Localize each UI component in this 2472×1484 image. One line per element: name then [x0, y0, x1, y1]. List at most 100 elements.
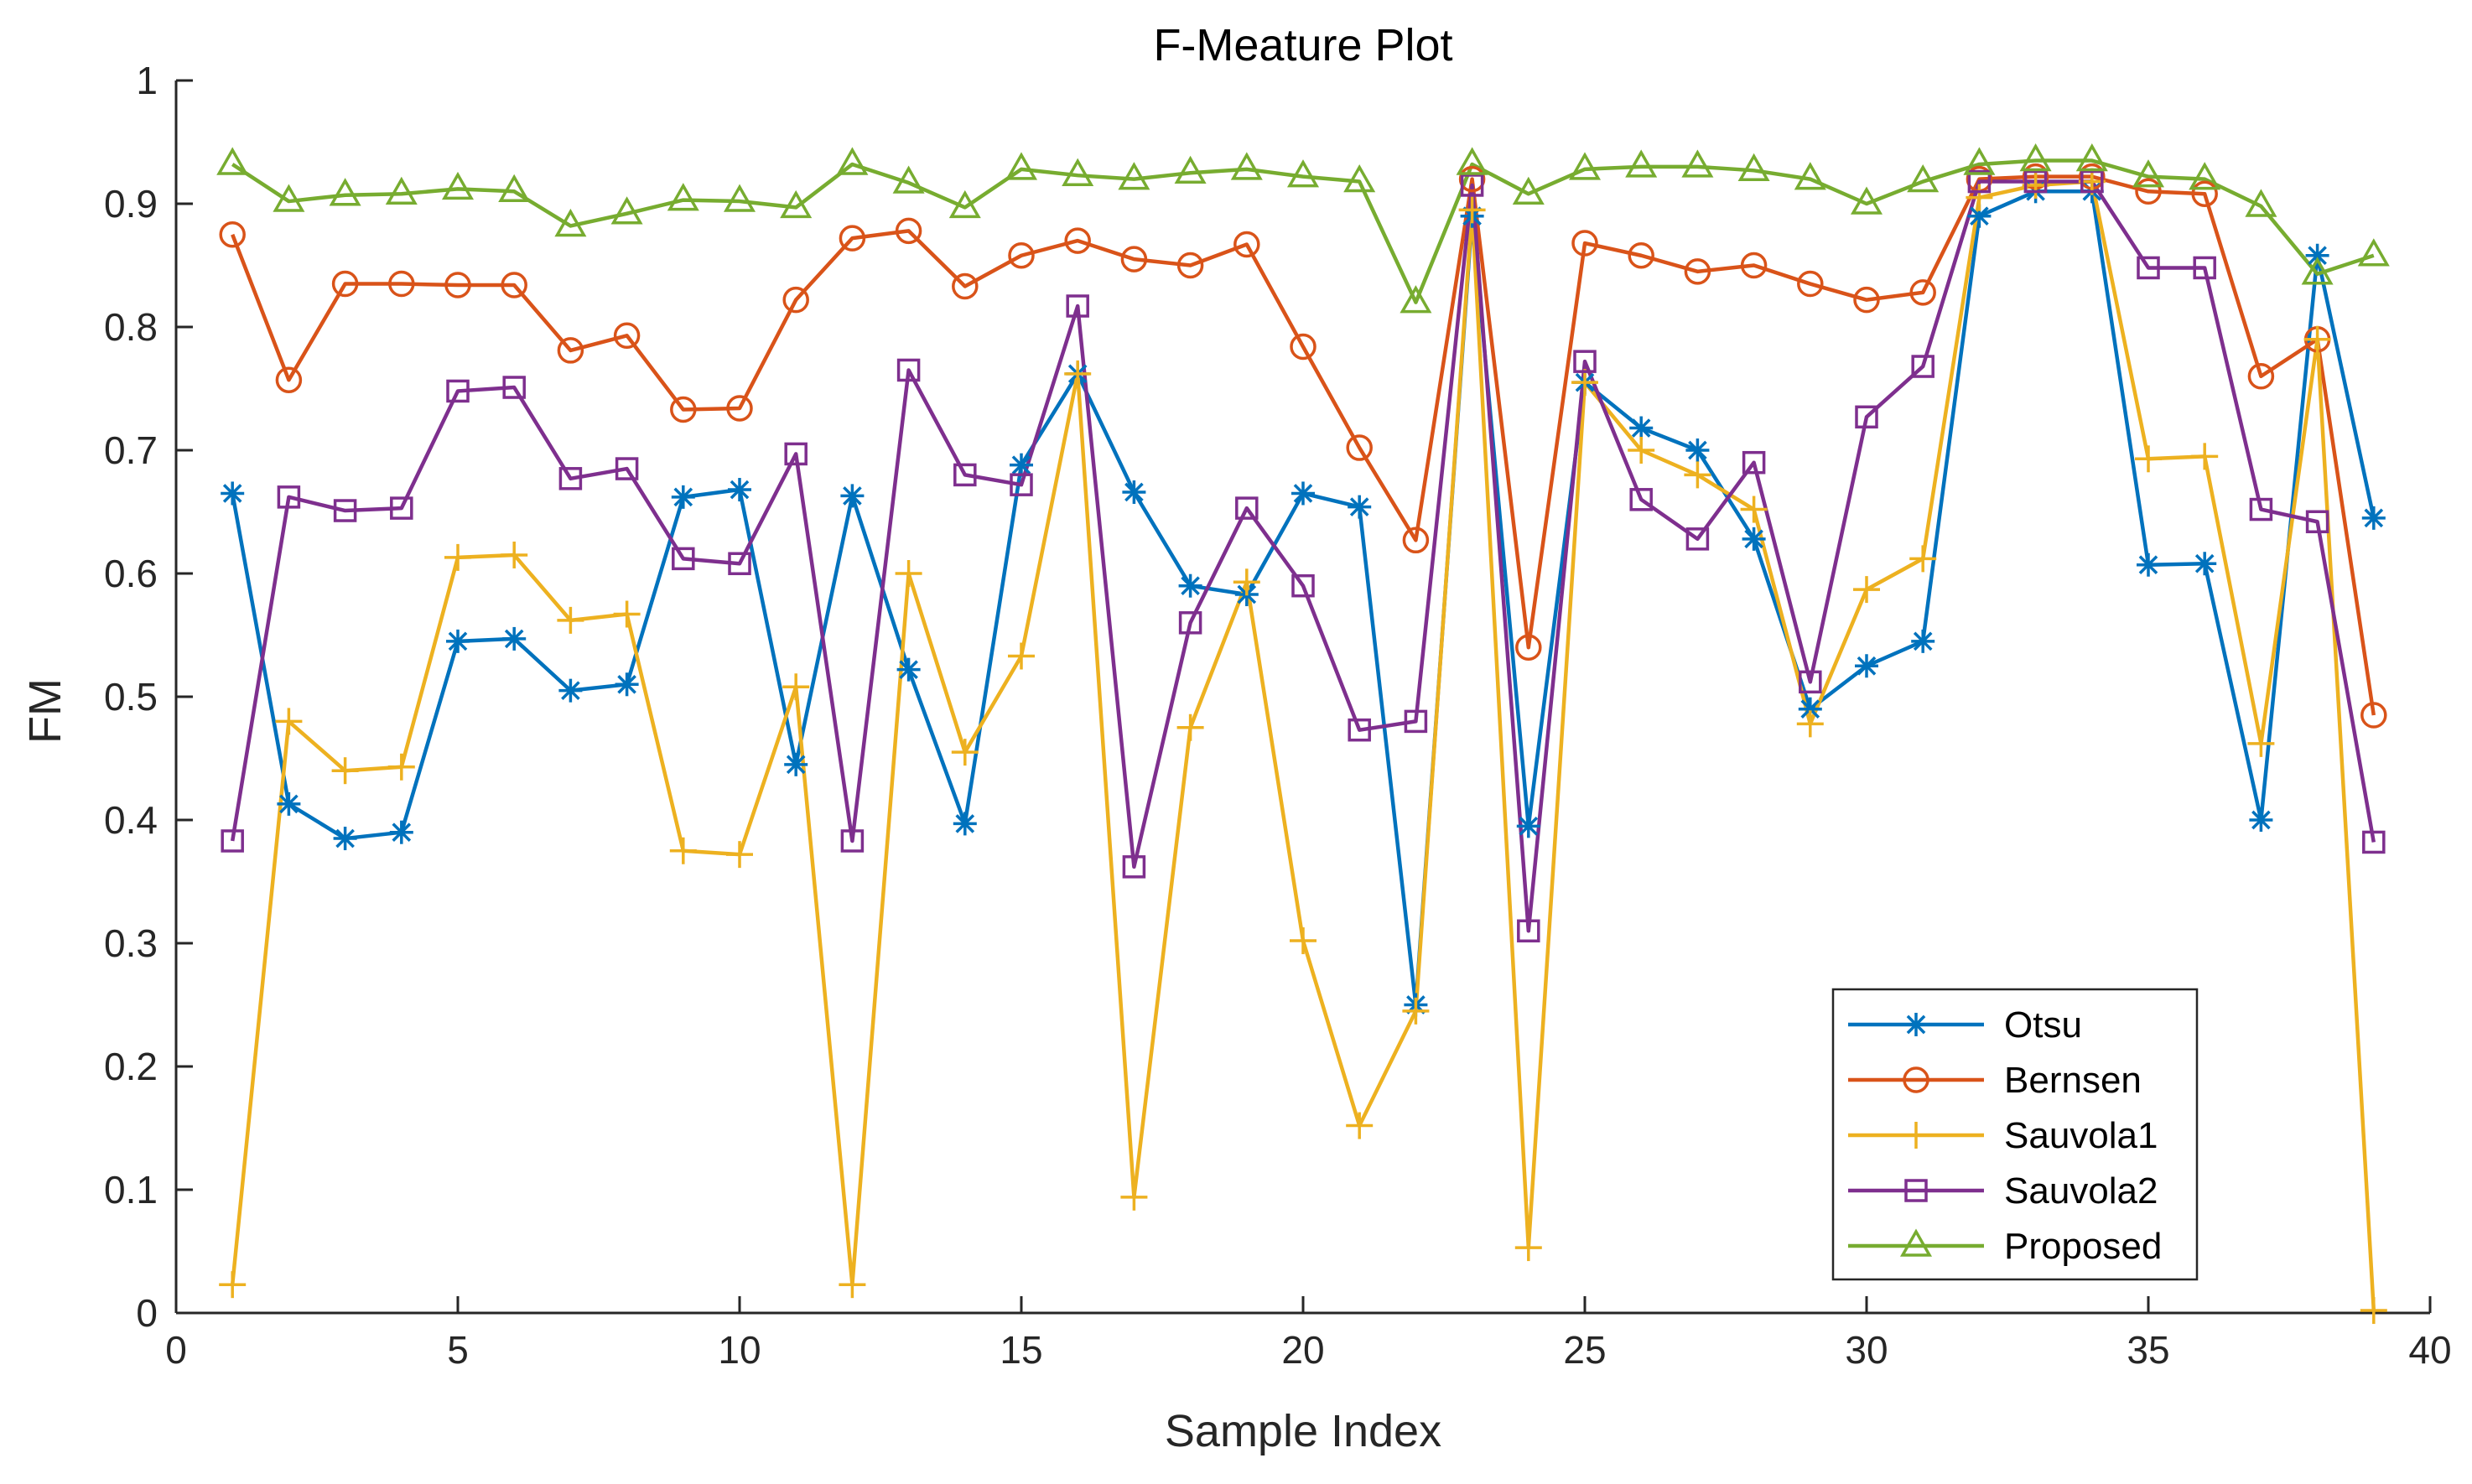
- asterisk-stroke: [222, 484, 242, 503]
- data-point-proposed: [1230, 152, 1263, 180]
- asterisk-stroke: [1011, 455, 1031, 475]
- asterisk-stroke: [1800, 699, 1820, 719]
- data-point-sauvola1: [1402, 997, 1430, 1025]
- data-point-sauvola1: [331, 757, 359, 785]
- data-point-sauvola1: [1290, 927, 1316, 955]
- data-point-bernsen: [1628, 241, 1654, 269]
- y-tick-label: 0.8: [104, 305, 158, 349]
- data-point-sauvola1: [1008, 642, 1035, 670]
- data-point-sauvola2: [1573, 350, 1597, 373]
- data-point-bernsen: [952, 272, 979, 300]
- data-point-sauvola2: [1066, 294, 1089, 318]
- data-point-otsu: [2305, 243, 2329, 267]
- data-point-sauvola1: [782, 673, 810, 701]
- data-point-proposed: [1005, 152, 1038, 180]
- data-point-sauvola1: [726, 841, 753, 869]
- data-point-sauvola2: [1348, 718, 1371, 742]
- data-point-sauvola2: [446, 379, 470, 403]
- legend-item-sauvola2: Sauvola2: [1848, 1170, 2158, 1212]
- data-point-sauvola2: [2249, 497, 2273, 521]
- data-point-bernsen: [501, 272, 527, 298]
- asterisk-stroke: [2364, 508, 2384, 528]
- asterisk-stroke: [2251, 810, 2271, 830]
- data-point-sauvola1: [2303, 325, 2331, 353]
- data-point-sauvola2: [2080, 169, 2104, 194]
- data-point-bernsen: [1740, 252, 1768, 279]
- asterisk-stroke: [335, 828, 355, 848]
- asterisk-stroke: [730, 480, 750, 500]
- data-point-bernsen: [670, 396, 697, 423]
- data-point-proposed: [836, 147, 869, 175]
- data-point-sauvola1: [1684, 461, 1711, 489]
- data-point-sauvola2: [390, 496, 413, 520]
- data-point-sauvola2: [953, 463, 977, 487]
- legend-marker-otsu: [1904, 1013, 1928, 1036]
- data-point-sauvola1: [1458, 196, 1486, 224]
- data-point-bernsen: [557, 337, 584, 364]
- data-point-sauvola1: [557, 606, 584, 634]
- data-point-sauvola1: [2191, 443, 2219, 470]
- legend-label-proposed: Proposed: [2004, 1226, 2162, 1267]
- asterisk-stroke: [1293, 484, 1313, 503]
- data-point-sauvola2: [840, 829, 865, 853]
- series-markers-proposed: [216, 143, 2390, 314]
- data-point-bernsen: [1458, 165, 1486, 193]
- data-point-sauvola2: [1178, 611, 1202, 635]
- legend-item-otsu: Otsu: [1848, 1004, 2082, 1046]
- data-point-sauvola2: [2193, 256, 2216, 280]
- data-point-proposed: [1118, 162, 1150, 190]
- data-point-proposed: [2245, 189, 2277, 217]
- asterisk-stroke: [1970, 206, 1989, 226]
- y-tick-label: 0.2: [104, 1045, 158, 1088]
- data-point-bernsen: [2191, 180, 2218, 207]
- data-point-otsu: [221, 481, 245, 506]
- data-point-bernsen: [1233, 231, 1260, 258]
- data-point-sauvola1: [895, 560, 922, 587]
- data-point-sauvola2: [896, 358, 921, 382]
- legend-item-bernsen: Bernsen: [1848, 1060, 2142, 1101]
- asterisk-stroke: [561, 681, 580, 700]
- asterisk-stroke: [1124, 482, 1144, 502]
- data-point-sauvola2: [1235, 496, 1259, 520]
- legend-marker-proposed: [1899, 1228, 1933, 1257]
- data-point-bernsen: [1684, 258, 1711, 285]
- data-point-proposed: [441, 171, 475, 200]
- data-point-proposed: [273, 184, 305, 212]
- asterisk-stroke: [2138, 555, 2158, 575]
- data-point-otsu: [2137, 553, 2160, 577]
- data-point-proposed: [2019, 143, 2052, 172]
- data-point-otsu: [1348, 495, 1372, 519]
- y-tick-label: 0.1: [104, 1168, 158, 1212]
- data-point-proposed: [1963, 147, 1996, 175]
- legend-marker-bernsen: [1903, 1066, 1929, 1093]
- data-point-sauvola2: [1460, 174, 1484, 197]
- data-point-otsu: [1516, 814, 1540, 838]
- data-point-sauvola2: [2023, 169, 2048, 194]
- data-point-proposed: [2301, 257, 2334, 285]
- data-point-bernsen: [2247, 363, 2275, 390]
- data-point-proposed: [667, 183, 699, 211]
- data-point-bernsen: [1346, 434, 1373, 461]
- data-point-proposed: [1286, 159, 1320, 188]
- data-point-proposed: [892, 165, 925, 194]
- legend-item-proposed: Proposed: [1848, 1226, 2162, 1267]
- asterisk-stroke: [1744, 529, 1763, 549]
- y-tick-label: 0.5: [104, 675, 158, 719]
- data-point-otsu: [2193, 552, 2217, 576]
- data-point-sauvola2: [333, 499, 357, 522]
- series-line-sauvola2: [230, 179, 2376, 933]
- asterisk-stroke: [617, 674, 636, 694]
- y-tick-label: 0.4: [104, 798, 158, 842]
- data-point-proposed: [1400, 285, 1432, 314]
- y-tick-label: 0.6: [104, 552, 158, 595]
- data-point-bernsen: [839, 225, 866, 252]
- data-point-otsu: [615, 672, 639, 697]
- y-axis-label: FM: [20, 678, 70, 744]
- series-line-bernsen: [231, 174, 2376, 716]
- series-markers-sauvola1: [219, 168, 2387, 1325]
- y-tick-label: 0.3: [104, 921, 158, 965]
- data-point-sauvola1: [1853, 576, 1880, 604]
- data-point-sauvola1: [1176, 713, 1204, 741]
- data-point-proposed: [385, 176, 418, 205]
- data-point-otsu: [1742, 527, 1766, 551]
